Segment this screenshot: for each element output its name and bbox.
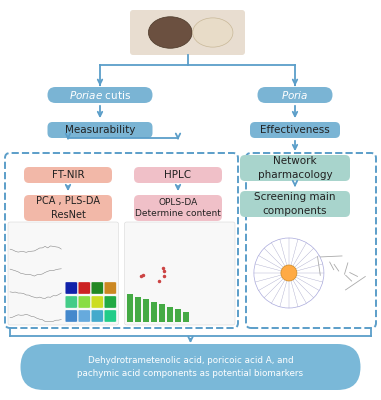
FancyBboxPatch shape xyxy=(8,222,118,325)
Text: Screening main
components: Screening main components xyxy=(254,192,336,216)
Text: Dehydrotrametenolic acid, poricoic acid A, and
pachymic acid components as poten: Dehydrotrametenolic acid, poricoic acid … xyxy=(77,356,304,378)
FancyBboxPatch shape xyxy=(240,191,350,217)
FancyBboxPatch shape xyxy=(48,122,152,138)
FancyBboxPatch shape xyxy=(91,282,103,294)
Bar xyxy=(150,302,157,322)
FancyBboxPatch shape xyxy=(258,87,333,103)
Text: FT-NIR: FT-NIR xyxy=(52,170,84,180)
FancyBboxPatch shape xyxy=(65,296,77,308)
Ellipse shape xyxy=(193,18,233,47)
Bar xyxy=(166,306,173,322)
Bar xyxy=(158,304,165,322)
Text: OPLS-DA
Determine content: OPLS-DA Determine content xyxy=(135,198,221,218)
FancyBboxPatch shape xyxy=(250,122,340,138)
FancyBboxPatch shape xyxy=(65,282,77,294)
Bar xyxy=(126,294,133,322)
FancyBboxPatch shape xyxy=(48,87,152,103)
Text: Measurability: Measurability xyxy=(65,125,135,135)
Ellipse shape xyxy=(149,17,192,48)
Bar xyxy=(182,312,189,322)
FancyBboxPatch shape xyxy=(240,155,350,181)
FancyBboxPatch shape xyxy=(78,296,90,308)
Bar xyxy=(142,299,149,322)
FancyBboxPatch shape xyxy=(21,344,360,390)
Text: HPLC: HPLC xyxy=(165,170,192,180)
FancyBboxPatch shape xyxy=(65,310,77,322)
FancyBboxPatch shape xyxy=(125,222,235,325)
FancyBboxPatch shape xyxy=(91,310,103,322)
FancyBboxPatch shape xyxy=(24,167,112,183)
Circle shape xyxy=(281,265,297,281)
FancyBboxPatch shape xyxy=(104,282,116,294)
Text: $\it{Poria}$: $\it{Poria}$ xyxy=(281,89,309,101)
FancyBboxPatch shape xyxy=(78,282,90,294)
FancyBboxPatch shape xyxy=(134,195,222,221)
FancyBboxPatch shape xyxy=(130,10,245,55)
Bar xyxy=(174,309,181,322)
FancyBboxPatch shape xyxy=(24,195,112,221)
FancyBboxPatch shape xyxy=(104,296,116,308)
FancyBboxPatch shape xyxy=(104,310,116,322)
Text: PCA , PLS-DA
ResNet: PCA , PLS-DA ResNet xyxy=(36,196,100,220)
FancyBboxPatch shape xyxy=(134,167,222,183)
Bar xyxy=(134,296,141,322)
FancyBboxPatch shape xyxy=(91,296,103,308)
Text: Network
pharmacology: Network pharmacology xyxy=(258,156,332,180)
Text: Effectiveness: Effectiveness xyxy=(260,125,330,135)
Text: $\it{Poriae}$ cutis: $\it{Poriae}$ cutis xyxy=(69,89,131,101)
FancyBboxPatch shape xyxy=(78,310,90,322)
